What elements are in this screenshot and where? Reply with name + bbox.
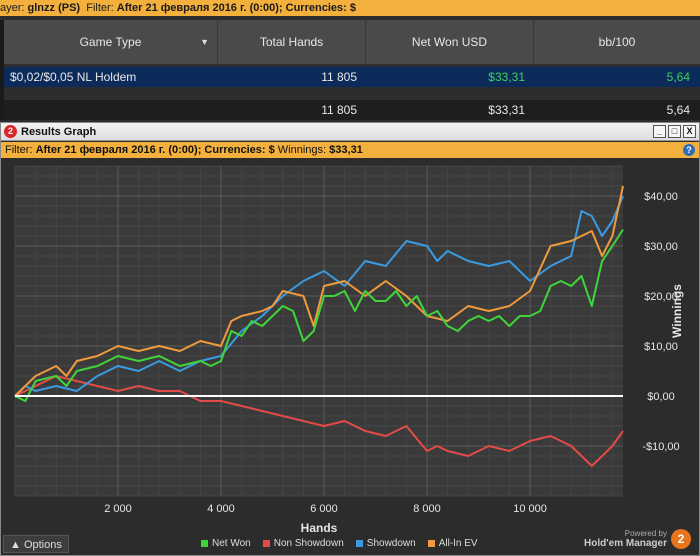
window-title: Results Graph [21,126,97,138]
y-tick-label: $20,00 [644,291,678,303]
player-name: glnzz (PS) [27,2,81,14]
column-header-net-won[interactable]: Net Won USD [365,20,533,64]
legend-label: All-In EV [438,538,478,549]
y-tick-label: $30,00 [644,241,678,253]
winnings-value: $33,31 [329,144,363,156]
series-line-net-won [14,228,624,402]
top-filter-bar: ayer: glnzz (PS) Filter: After 21 феврал… [0,0,700,16]
series-line-all-in-ev [14,185,624,397]
chevron-up-icon: ▲ [10,539,21,551]
cell-total-label [4,100,217,120]
results-chart: 2 000 4 000 6 000 8 000 10 000 $40,00 $30,00 $… [1,158,699,555]
cell-total-hands: 11 805 [321,70,357,84]
winnings-label: Winnings: [277,144,327,156]
close-button[interactable]: X [683,125,696,138]
hm2-logo-icon: 2 [4,125,17,138]
column-header-bb100[interactable]: bb/100 [533,20,700,64]
y-tick-label: -$10,00 [642,441,679,453]
x-tick-label: 4 000 [207,503,235,515]
powered-by-branding: Powered by Hold'em Manager 2 [584,529,691,549]
legend-label: Non Showdown [273,538,344,549]
stats-table: Game Type ▼ Total Hands Net Won USD bb/1… [0,16,700,122]
product-name: Hold'em Manager [584,538,667,549]
x-tick-label: 10 000 [513,503,547,515]
table-row[interactable]: $0,02/$0,05 NL Holdem 11 805 $33,31 5,64 [4,67,700,87]
powered-by-text: Powered by [624,529,667,538]
table-header: Game Type ▼ Total Hands Net Won USD bb/1… [4,20,700,64]
cell-total-hands: 11 805 [321,103,357,117]
column-header-total-hands[interactable]: Total Hands [217,20,365,64]
filter-prefix: Filter: [86,2,114,14]
legend-swatch [262,540,270,547]
cell-net-won: $33,31 [488,70,525,84]
x-axis-ticks: 2 000 4 000 6 000 8 000 10 000 [104,503,547,515]
results-chart-svg: 2 000 4 000 6 000 8 000 10 000 $40,00$30,00$… [14,165,684,535]
results-graph-window: 2 Results Graph _ □ X Filter: After 21 ф… [0,122,700,556]
y-tick-label: $10,00 [644,341,678,353]
options-button[interactable]: ▲ Options [3,535,69,553]
chart-legend: Net Won Non Showdown Showdown All-In EV [201,538,490,549]
totals-row: 11 805 $33,31 5,64 [4,100,700,120]
graph-filter-label: Filter: [5,144,33,156]
column-header-label: Net Won USD [411,35,488,49]
chart-series [14,185,624,467]
cell-bb100: 5,64 [666,70,690,84]
cell-total-bb100: 5,64 [666,103,690,117]
legend-item-non-showdown[interactable]: Non Showdown [262,538,344,549]
x-tick-label: 6 000 [310,503,338,515]
graph-filter-value: After 21 февраля 2016 г. (0:00); Currenc… [35,144,275,156]
sort-dropdown-icon[interactable]: ▼ [200,37,209,47]
x-axis-label: Hands [301,521,338,535]
table-left-edge [0,20,4,120]
legend-item-all-in-ev[interactable]: All-In EV [427,538,478,549]
legend-item-net-won[interactable]: Net Won [201,538,251,549]
legend-label: Showdown [366,538,416,549]
minimize-button[interactable]: _ [653,125,666,138]
column-header-label: bb/100 [598,35,636,49]
options-label: Options [23,539,62,551]
graph-filter-bar: Filter: After 21 февраля 2016 г. (0:00);… [1,142,699,158]
y-tick-label: $40,00 [644,191,678,203]
cell-total-net-won: $33,31 [488,103,525,117]
y-axis-label: Winnings [670,284,684,338]
window-titlebar[interactable]: 2 Results Graph _ □ X [1,123,699,141]
y-axis-ticks: $40,00 $30,00 $20,00 $10,00 $0,00 -$10,00 [642,191,679,453]
column-header-label: Game Type [79,35,142,49]
series-line-showdown [14,195,624,397]
legend-swatch [201,540,208,547]
legend-label: Net Won [212,538,251,549]
y-tick-label: $0,00 [647,391,675,403]
x-tick-label: 8 000 [413,503,441,515]
x-tick-label: 2 000 [104,503,132,515]
column-header-label: Total Hands [259,35,324,49]
chart-grid [14,165,623,497]
plot-background [15,166,623,496]
help-icon[interactable]: ? [683,144,695,156]
player-prefix: ayer: [0,2,25,14]
legend-swatch [355,540,363,547]
series-line-non-showdown [14,375,624,467]
legend-swatch [427,540,435,547]
hm2-badge-icon: 2 [671,529,691,549]
column-header-game-type[interactable]: Game Type ▼ [4,20,217,64]
legend-item-showdown[interactable]: Showdown [355,538,416,549]
cell-game-type: $0,02/$0,05 NL Holdem [10,70,137,84]
filter-value: After 21 февраля 2016 г. (0:00); Currenc… [116,2,356,14]
maximize-button[interactable]: □ [668,125,681,138]
